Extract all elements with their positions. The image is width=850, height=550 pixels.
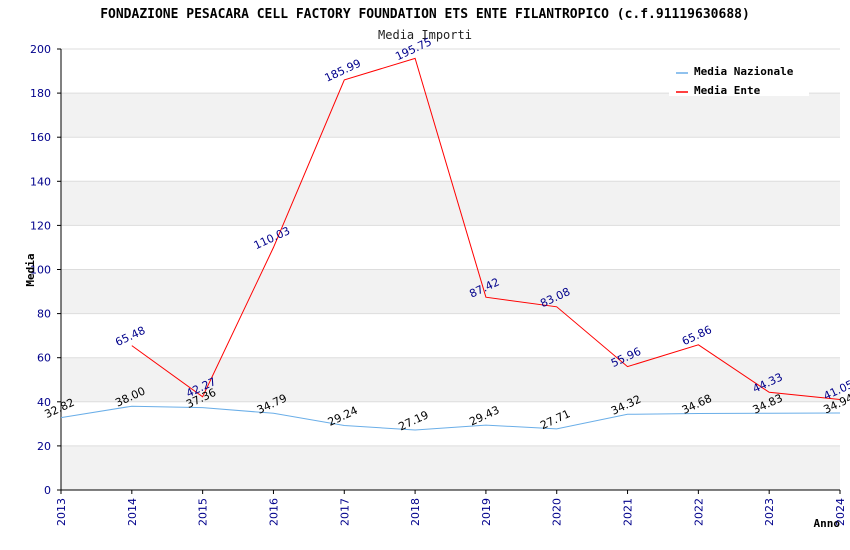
legend-label-media-ente: Media Ente [694,84,761,97]
y-axis-label: Media [24,253,37,286]
grid-band [61,181,840,226]
plot-background-bands [61,93,840,490]
data-label-media-ente: 185.99 [323,57,363,85]
x-tick-label: 2019 [480,498,493,526]
grid-band [61,357,840,402]
x-tick-label: 2018 [409,498,422,526]
legend-box [669,60,809,96]
y-tick-label: 60 [37,352,51,365]
grid-band [61,445,840,490]
series-lines [60,57,841,431]
y-tick-label: 20 [37,440,51,453]
y-tick-label: 100 [30,264,51,277]
legend-label-media-nazionale: Media Nazionale [694,65,794,78]
y-tick-label: 140 [30,175,51,188]
x-tick-label: 2016 [267,498,280,526]
series-line-media-ente [131,57,841,400]
legend: Media Nazionale Media Ente [669,60,809,97]
x-axis-label: Anno [814,517,841,530]
data-label-media-ente: 65.48 [113,324,147,349]
y-tick-label: 0 [44,484,51,497]
x-tick-labels: 2013 2014 2015 2016 2017 2018 2019 2020 2021 2022… [55,498,847,526]
data-label-media-ente: 65.86 [680,323,714,348]
x-tick-label: 2023 [763,498,776,526]
y-tick-label: 160 [30,131,51,144]
data-label-media-ente: 110.03 [252,224,292,252]
x-tick-label: 2020 [551,498,564,526]
x-tick-label: 2022 [692,498,705,526]
series-line-media-nazionale [60,405,841,431]
x-tick-label: 2014 [126,498,139,526]
chart-subtitle: Media Importi [378,28,472,42]
x-tick-label: 2017 [338,498,351,526]
y-tick-label: 120 [30,219,51,232]
chart-title: FONDAZIONE PESACARA CELL FACTORY FOUNDAT… [100,7,750,22]
x-tick-label: 2013 [55,498,68,526]
axes [57,48,841,494]
y-tick-label: 40 [37,396,51,409]
x-tick-label: 2024 [834,498,847,526]
grid-band [61,93,840,138]
y-tick-label: 80 [37,308,51,321]
y-tick-label: 180 [30,87,51,100]
y-tick-labels: 0 20 40 60 80 100 120 140 160 180 200 [30,43,51,497]
x-tick-label: 2015 [197,498,210,526]
x-tick-label: 2021 [622,498,635,526]
grid-band [61,269,840,314]
y-tick-label: 200 [30,43,51,56]
